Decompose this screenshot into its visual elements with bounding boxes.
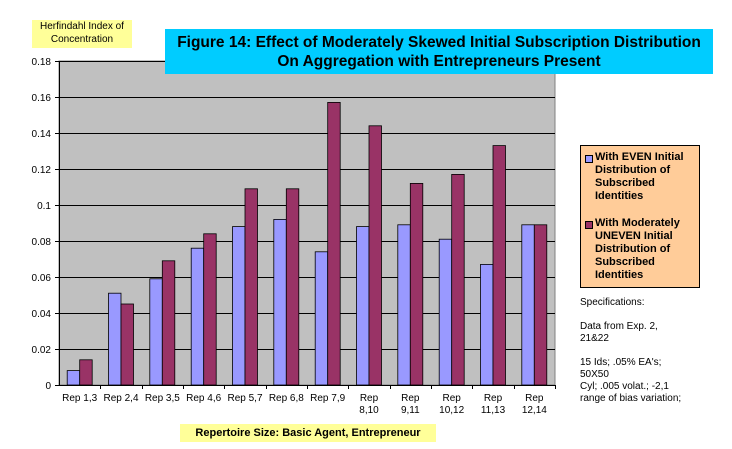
- y-tick-label: 0.08: [32, 237, 52, 248]
- x-tick-label: Rep 6,8: [269, 393, 304, 404]
- x-tick-label: Rep 7,9: [310, 393, 345, 404]
- y-axis-label: Herfindahl Index of Concentration: [32, 20, 132, 48]
- y-tick-label: 0: [45, 381, 51, 392]
- bar-uneven: [120, 303, 134, 386]
- specs-line-4: 50X50: [580, 369, 609, 380]
- specs-line-2: 21&22: [580, 333, 609, 344]
- specifications: Specifications: Data from Exp. 2, 21&22 …: [580, 297, 725, 417]
- y-tick-label: 0.1: [37, 201, 51, 212]
- y-tick-label: 0.18: [32, 57, 52, 68]
- bar-uneven: [409, 182, 424, 386]
- specs-heading: Specifications:: [580, 297, 645, 308]
- bar-even: [232, 226, 246, 386]
- y-tick-label: 0.14: [32, 129, 52, 140]
- specs-line-3: 15 Ids; .05% EA's;: [580, 357, 662, 368]
- x-tick-label: 11,13: [481, 405, 506, 416]
- bar-uneven: [327, 102, 341, 386]
- bar-uneven: [161, 260, 176, 386]
- x-tick-label: Rep: [360, 393, 379, 404]
- x-tick-label: Rep 1,3: [62, 393, 97, 404]
- y-axis-label-line-1: Herfindahl Index of: [40, 21, 124, 32]
- bar-even: [314, 251, 329, 386]
- legend-even-line-3: Subscribed: [595, 177, 655, 189]
- x-tick-label: Rep 5,7: [227, 393, 262, 404]
- bar-even: [190, 247, 205, 386]
- bar-even: [397, 224, 411, 386]
- bar-even: [108, 292, 122, 386]
- legend-uneven-line-4: Subscribed: [595, 256, 655, 268]
- y-tick-label: 0.04: [32, 309, 52, 320]
- legend: With EVEN Initial Distribution of Subscr…: [580, 145, 700, 288]
- bar-even: [356, 226, 370, 386]
- bar-even: [149, 278, 163, 386]
- bar-uneven: [244, 188, 258, 386]
- bar-even: [273, 218, 287, 386]
- legend-even-line-2: Distribution of: [595, 164, 671, 176]
- legend-uneven-line-3: Distribution of: [595, 243, 671, 255]
- bar-even: [480, 263, 494, 386]
- bar-uneven: [368, 125, 382, 386]
- x-tick-label: 10,12: [439, 405, 464, 416]
- bar-uneven: [79, 359, 93, 386]
- x-tick-label: Rep 4,6: [186, 393, 221, 404]
- y-tick-label: 0.06: [32, 273, 52, 284]
- y-tick-label: 0.16: [32, 93, 52, 104]
- legend-label-uneven: With Moderately UNEVEN Initial Distribut…: [595, 217, 697, 282]
- legend-uneven-line-2: UNEVEN Initial: [595, 230, 673, 242]
- x-tick-label: Rep: [484, 393, 503, 404]
- chart-title: Figure 14: Effect of Moderately Skewed I…: [165, 29, 713, 74]
- specs-line-6: range of bias variation;: [580, 393, 682, 404]
- legend-swatch-uneven: [585, 221, 593, 229]
- x-tick-label: Rep: [442, 393, 461, 404]
- bar-uneven: [203, 233, 217, 386]
- chart-title-line-2: On Aggregation with Entrepreneurs Presen…: [277, 53, 601, 70]
- legend-label-even: With EVEN Initial Distribution of Subscr…: [595, 151, 697, 203]
- chart-title-line-1: Figure 14: Effect of Moderately Skewed I…: [177, 34, 701, 51]
- bar-even: [66, 370, 81, 386]
- y-tick-label: 0.02: [32, 345, 52, 356]
- legend-uneven-line-5: Identities: [595, 269, 644, 281]
- x-tick-label: Rep 2,4: [103, 393, 138, 404]
- x-tick-label: 12,14: [522, 405, 547, 416]
- bar-uneven: [451, 173, 465, 386]
- bar-even: [438, 238, 453, 386]
- x-tick-label: Rep 3,5: [145, 393, 180, 404]
- x-tick-label: Rep: [401, 393, 420, 404]
- y-tick-label: 0.12: [32, 165, 52, 176]
- plot-area: [58, 60, 556, 386]
- legend-uneven-line-1: With Moderately: [595, 217, 680, 229]
- legend-swatch-even: [585, 155, 593, 163]
- bar-uneven: [533, 224, 548, 386]
- x-tick-label: 9,11: [401, 405, 420, 416]
- specs-line-5: Cyl; .005 volat.; -2,1: [580, 381, 669, 392]
- x-tick-label: Rep: [525, 393, 544, 404]
- specs-data-source: Data from Exp. 2, 21&22: [580, 321, 725, 345]
- specs-parameters: 15 Ids; .05% EA's; 50X50 Cyl; .005 volat…: [580, 357, 725, 405]
- x-axis-title: Repertoire Size: Basic Agent, Entreprene…: [180, 424, 436, 442]
- bar-even: [521, 224, 535, 386]
- bar-uneven: [285, 188, 300, 386]
- bar-uneven: [492, 145, 506, 386]
- y-axis-label-line-2: Concentration: [50, 34, 114, 45]
- legend-even-line-1: With EVEN Initial: [595, 151, 684, 163]
- specs-line-1: Data from Exp. 2,: [580, 321, 658, 332]
- x-tick-label: 8,10: [359, 405, 379, 416]
- legend-even-line-4: Identities: [595, 190, 644, 202]
